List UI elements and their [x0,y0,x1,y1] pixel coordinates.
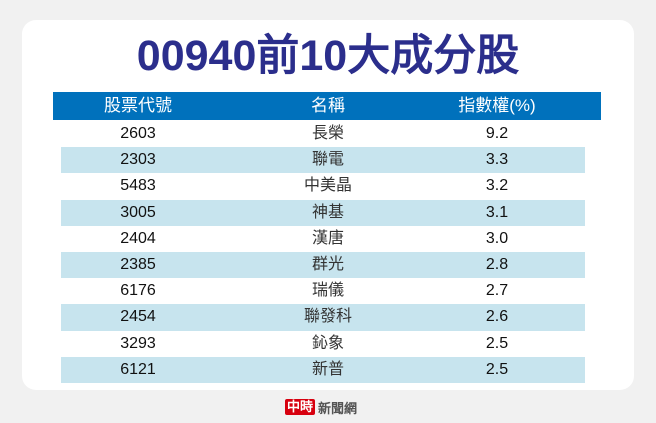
cell-name: 聯發科 [303,308,353,326]
header-code: 股票代號 [104,96,172,115]
cell-code: 5483 [120,177,156,195]
cell-name: 漢唐 [311,229,345,247]
cell-code: 6121 [120,360,156,378]
table-row: 3005 神基 3.1 [61,199,585,226]
brand-logo: 中時 [285,399,316,415]
table-row: 6121 新普 2.5 [61,356,585,383]
table-body: 2603 長榮 9.2 2303 聯電 3.3 5483 中美晶 3.2 3005 神基 3.1 240… [61,121,585,383]
cell-name: 新普 [311,360,345,378]
cell-name: 長榮 [311,125,345,142]
cell-code: 2385 [120,255,156,273]
brand-text: 新聞網 [318,401,358,417]
cell-weight: 2.7 [485,282,509,300]
cell-name: 鈊象 [311,334,345,352]
cell-weight: 2.5 [485,360,509,378]
cell-weight: 3.2 [485,177,509,195]
cell-weight: 3.0 [485,229,509,247]
cell-code: 6176 [120,282,156,300]
table-row: 3293 鈊象 2.5 [61,331,585,357]
cell-code: 2404 [120,229,156,247]
table-header: 股票代號 名稱 指數權(%) [53,92,601,120]
table-row: 2454 聯發科 2.6 [61,304,585,331]
cell-weight: 2.6 [485,308,509,326]
table-row: 2385 群光 2.8 [61,251,585,279]
cell-code: 2303 [120,151,156,169]
cell-name: 瑞儀 [311,282,345,300]
cell-name: 聯電 [311,151,345,169]
page-title: 00940前10大成分股 [136,32,520,80]
cell-weight: 9.2 [485,125,509,142]
table-row: 5483 中美晶 3.2 [61,173,585,199]
cell-weight: 3.1 [485,203,509,221]
header-name: 名稱 [311,96,345,115]
cell-code: 3005 [120,203,156,221]
cell-name: 神基 [311,203,345,221]
table-row: 6176 瑞儀 2.7 [61,278,585,304]
cell-weight: 3.3 [485,151,509,169]
cell-name: 中美晶 [303,177,353,195]
cell-name: 群光 [311,255,345,273]
table-row: 2303 聯電 3.3 [61,147,585,174]
cell-weight: 2.8 [485,255,509,273]
footer-brand: 中時 新聞網 [285,398,358,417]
table-row: 2404 漢唐 3.0 [61,226,585,252]
cell-code: 2603 [120,125,156,142]
table-row: 2603 長榮 9.2 [61,121,585,147]
header-weight: 指數權(%) [458,96,536,115]
cell-code: 3293 [120,334,156,352]
cell-code: 2454 [120,308,156,326]
cell-weight: 2.5 [485,334,509,352]
